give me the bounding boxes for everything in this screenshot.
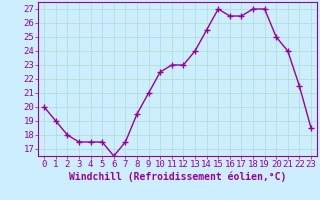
X-axis label: Windchill (Refroidissement éolien,°C): Windchill (Refroidissement éolien,°C) <box>69 172 286 182</box>
